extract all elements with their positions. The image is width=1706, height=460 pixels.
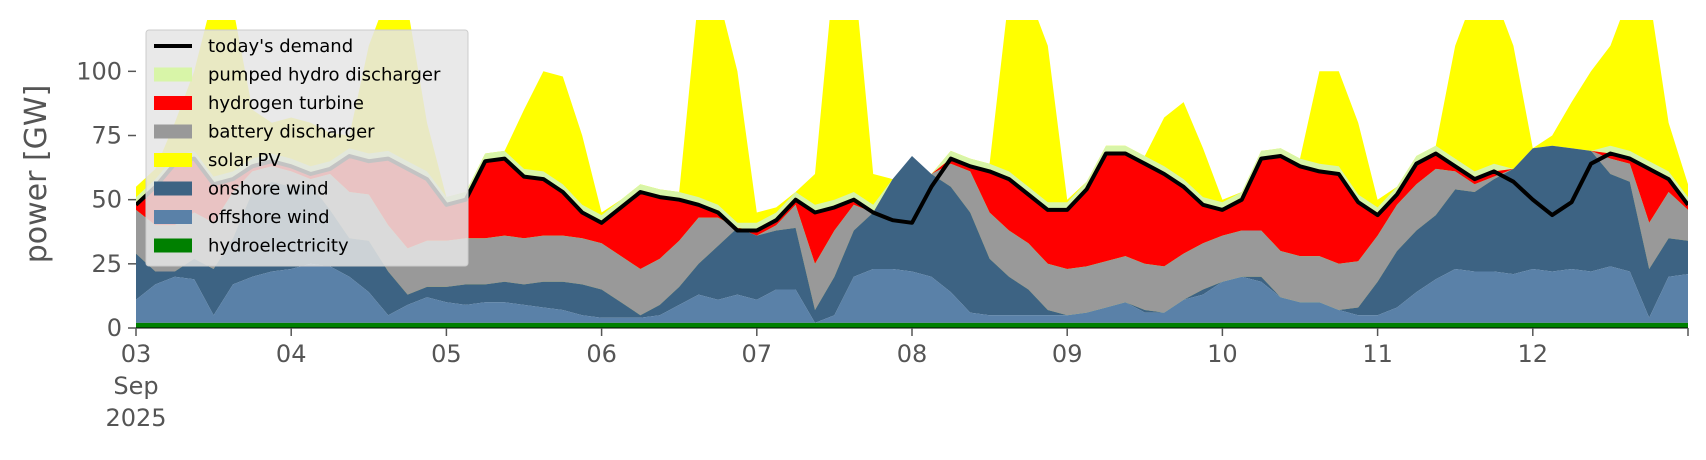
legend-label-hydrogen-turbine: hydrogen turbine bbox=[208, 93, 364, 114]
legend-swatch-pumped-hydro-discharger bbox=[154, 67, 192, 82]
legend-swatch-solar-pv bbox=[154, 153, 192, 167]
legend-label-hydroelectricity: hydroelectricity bbox=[208, 236, 349, 257]
legend-label-battery-discharger: battery discharger bbox=[208, 122, 375, 143]
legend-label-solar-pv: solar PV bbox=[208, 150, 281, 171]
y-tick-label: 0 bbox=[107, 314, 122, 342]
x-tick-label: 05 bbox=[431, 340, 462, 368]
legend-swatch-offshore-wind bbox=[154, 210, 192, 224]
x-tick-label: Sep bbox=[113, 372, 158, 400]
area-hydroelectricity bbox=[136, 322, 1688, 328]
area-offshore-wind bbox=[136, 263, 1688, 323]
x-tick-label: 06 bbox=[586, 340, 617, 368]
x-tick-label: 11 bbox=[1362, 340, 1393, 368]
y-tick-label: 50 bbox=[91, 186, 122, 214]
legend-label-today-s-demand: today's demand bbox=[208, 36, 353, 57]
legend-box bbox=[145, 29, 469, 267]
legend-swatch-hydroelectricity bbox=[154, 238, 192, 253]
legend-swatch-onshore-wind bbox=[154, 181, 192, 196]
area-onshore-wind bbox=[136, 145, 1688, 323]
y-axis-title: power [GW] bbox=[19, 85, 54, 264]
x-tick-label: 07 bbox=[742, 340, 773, 368]
x-tick-label: 04 bbox=[276, 340, 307, 368]
x-tick-label: 2025 bbox=[105, 404, 166, 432]
area-battery-discharger bbox=[136, 145, 1688, 316]
x-tick-label: 10 bbox=[1207, 340, 1238, 368]
x-tick-label: 03 bbox=[121, 340, 152, 368]
legend-label-offshore-wind: offshore wind bbox=[208, 207, 330, 228]
legend-label-onshore-wind: onshore wind bbox=[208, 179, 329, 200]
x-tick-label: 08 bbox=[897, 340, 928, 368]
y-tick-label: 100 bbox=[76, 57, 122, 85]
legend-label-pumped-hydro-discharger: pumped hydro discharger bbox=[208, 65, 441, 86]
x-tick-label: 09 bbox=[1052, 340, 1083, 368]
y-tick-label: 75 bbox=[91, 122, 122, 150]
y-tick-label: 25 bbox=[91, 250, 122, 278]
legend-swatch-battery-discharger bbox=[154, 124, 192, 139]
x-tick-label: 12 bbox=[1518, 340, 1549, 368]
legend-swatch-hydrogen-turbine bbox=[154, 96, 192, 110]
